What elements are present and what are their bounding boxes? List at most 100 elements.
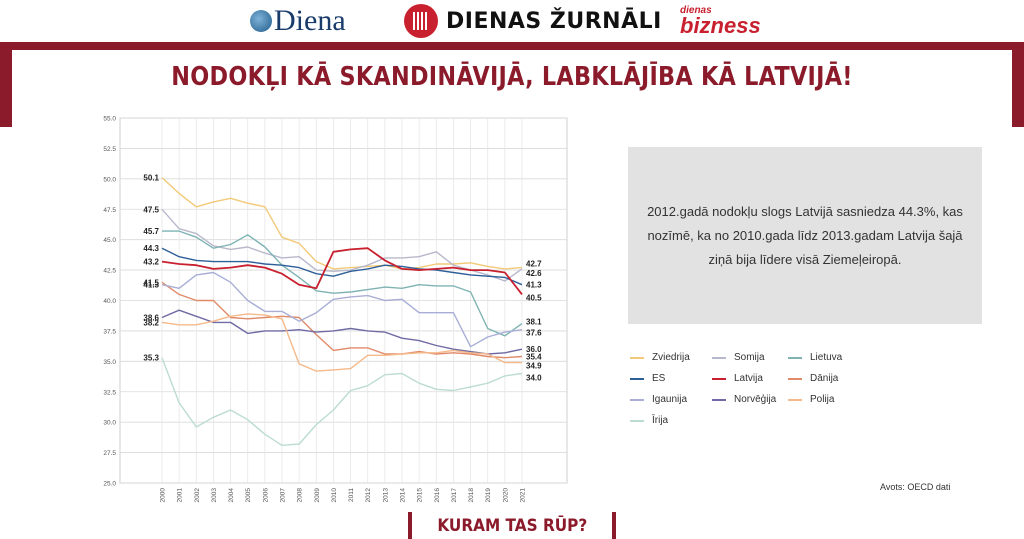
x-tick-label: 2001 — [177, 488, 184, 503]
info-box: 2012.gadā nodokļu slogs Latvijā sasniedz… — [628, 147, 982, 324]
x-tick-label: 2018 — [468, 488, 475, 503]
x-tick-label: 2005 — [245, 488, 252, 503]
footer-title: KURAM TAS RŪP? — [437, 515, 587, 536]
start-data-label: 41.3 — [143, 281, 159, 290]
x-tick-label: 2020 — [502, 488, 509, 503]
dienas-bizness-logo-bottom: bizness — [680, 12, 761, 38]
y-tick-label: 55.0 — [103, 116, 116, 123]
dienas-zurnali-logo[interactable]: DIENAS ŽURNĀLI — [404, 4, 662, 38]
x-tick-label: 2008 — [297, 488, 304, 503]
series-line-10 — [161, 357, 523, 446]
legend-swatch — [788, 377, 802, 380]
end-data-label: 41.3 — [526, 281, 542, 290]
legend-item: ES — [630, 373, 665, 384]
start-data-label: 38.2 — [143, 318, 159, 327]
start-data-label: 35.3 — [143, 354, 159, 363]
end-data-label: 34.0 — [526, 374, 542, 383]
frame-left-edge — [0, 127, 14, 539]
page-title: NODOKĻI KĀ SKANDINĀVIJĀ, LABKLĀJĪBA KĀ L… — [171, 62, 853, 92]
legend-item: Īrija — [630, 415, 668, 426]
y-tick-label: 45.0 — [103, 237, 116, 244]
legend-label: ES — [652, 373, 666, 384]
end-data-label: 36.0 — [526, 345, 542, 354]
x-tick-label: 2000 — [160, 488, 167, 503]
top-logo-bar: Diena DIENAS ŽURNĀLI dienas bizness — [0, 0, 1024, 42]
x-tick-label: 2021 — [520, 488, 527, 503]
legend-label: Igaunija — [652, 394, 688, 405]
legend-item: Polija — [788, 394, 834, 405]
x-tick-label: 2003 — [211, 488, 218, 503]
y-tick-label: 40.0 — [103, 298, 116, 305]
x-tick-label: 2016 — [434, 488, 441, 503]
legend-item: Igaunija — [630, 394, 687, 405]
legend-label: Īrija — [652, 415, 669, 426]
frame-right-edge — [1010, 127, 1024, 539]
end-data-label: 42.7 — [526, 260, 542, 269]
source-note: Avots: OECD dati — [880, 482, 951, 492]
legend-label: Zviedrija — [652, 352, 690, 363]
series-line-9 — [161, 313, 522, 372]
footer-tab[interactable]: KURAM TAS RŪP? — [412, 512, 612, 539]
start-data-label: 43.2 — [143, 258, 159, 267]
y-tick-label: 52.5 — [103, 146, 116, 153]
y-tick-label: 32.5 — [103, 389, 116, 396]
x-tick-label: 2011 — [348, 488, 355, 502]
x-tick-label: 2015 — [417, 488, 424, 503]
y-tick-label: 37.5 — [103, 328, 116, 335]
start-data-label: 47.5 — [143, 205, 159, 214]
legend-item: Norvēģija — [712, 394, 776, 405]
start-data-label: 38.6 — [143, 314, 159, 323]
x-tick-label: 2012 — [365, 488, 372, 503]
legend-label: Dānija — [810, 373, 839, 384]
legend-label: Latvija — [734, 373, 763, 384]
x-tick-label: 2006 — [262, 488, 269, 503]
series-line-1 — [161, 177, 523, 270]
info-box-text: 2012.gadā nodokļu slogs Latvijā sasniedz… — [647, 203, 963, 267]
series-line-2 — [161, 208, 523, 282]
x-tick-label: 2007 — [280, 488, 287, 503]
x-tick-label: 2010 — [331, 488, 338, 503]
start-data-label: 41.5 — [143, 278, 159, 287]
y-tick-label: 35.0 — [103, 359, 116, 366]
legend-item: Latvija — [712, 373, 763, 384]
end-data-label: 34.9 — [526, 362, 542, 371]
y-tick-label: 27.5 — [103, 450, 116, 457]
legend-swatch — [788, 398, 802, 401]
x-tick-label: 2017 — [451, 488, 458, 503]
legend-swatch — [712, 356, 726, 359]
end-data-label: 35.4 — [526, 352, 542, 361]
legend-label: Norvēģija — [734, 394, 777, 405]
series-line-4 — [161, 247, 523, 286]
legend-item: Dānija — [788, 373, 838, 384]
legend-swatch — [788, 356, 802, 359]
end-data-label: 42.6 — [526, 269, 542, 278]
dienas-bizness-logo[interactable]: dienas bizness — [680, 4, 761, 38]
legend-swatch — [630, 398, 644, 401]
legend-swatch — [630, 419, 644, 422]
dienas-bizness-logo-top: dienas — [680, 4, 712, 16]
series-line-6 — [161, 281, 523, 359]
end-data-label: 40.5 — [526, 293, 542, 302]
y-tick-label: 30.0 — [103, 420, 116, 427]
start-data-label: 45.7 — [143, 227, 159, 236]
start-data-label: 44.3 — [143, 244, 159, 253]
end-data-label: 37.6 — [526, 329, 542, 338]
diena-logo-text: Diena — [274, 4, 346, 37]
series-line-7 — [161, 271, 523, 348]
x-tick-label: 2009 — [314, 488, 321, 503]
series-line-5 — [161, 247, 523, 295]
globe-icon — [250, 10, 272, 32]
legend-label: Lietuva — [810, 352, 843, 363]
series-line-8 — [161, 309, 523, 355]
x-tick-label: 2002 — [194, 488, 201, 503]
dienas-zurnali-badge-icon — [404, 4, 438, 38]
dienas-zurnali-logo-text: DIENAS ŽURNĀLI — [446, 8, 662, 34]
y-tick-label: 25.0 — [103, 481, 116, 488]
y-tick-label: 42.5 — [103, 268, 116, 275]
y-tick-label: 47.5 — [103, 207, 116, 214]
legend-swatch — [712, 398, 726, 401]
x-tick-label: 2014 — [400, 488, 407, 503]
diena-logo[interactable]: Diena — [250, 4, 346, 38]
legend-swatch — [630, 377, 644, 380]
